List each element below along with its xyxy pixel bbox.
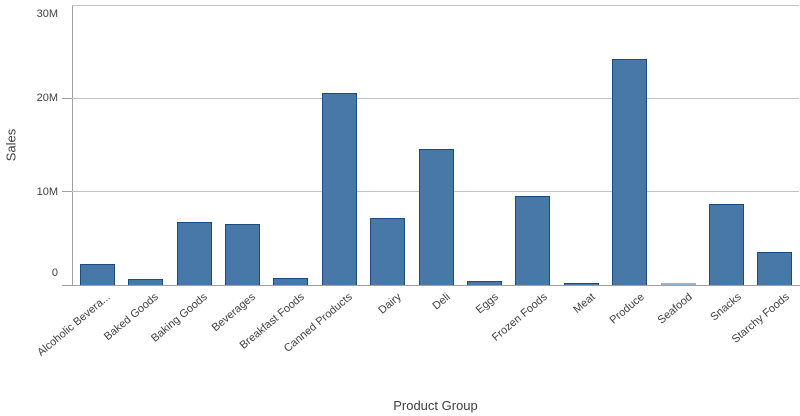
bar-frozen-foods[interactable] — [515, 196, 551, 285]
bar-seafood[interactable] — [660, 283, 696, 285]
bar-meat[interactable] — [563, 282, 599, 285]
bar-slot-baked-goods — [121, 5, 169, 285]
x-axis-label-frozen-foods: Frozen Foods — [489, 291, 550, 344]
bar-slot-breakfast-foods — [267, 5, 315, 285]
y-tick-mark-20m — [62, 97, 72, 99]
y-axis-line — [72, 5, 73, 285]
bar-produce[interactable] — [612, 59, 648, 285]
x-axis-label-seafood: Seafood — [655, 291, 695, 327]
bar-slot-frozen-foods — [509, 5, 557, 285]
y-tick-label-20m: 20M — [36, 92, 58, 105]
x-axis-label-baked-goods: Baked Goods — [102, 291, 162, 344]
bar-baking-goods[interactable] — [176, 221, 212, 285]
bar-slot-canned-products — [315, 5, 363, 285]
x-axis-label-produce: Produce — [607, 291, 647, 327]
bar-slot-alcoholic-bevera — [73, 5, 121, 285]
bar-slot-seafood — [654, 5, 702, 285]
bar-slot-starchy-foods — [751, 5, 799, 285]
bar-slot-dairy — [363, 5, 411, 285]
bar-alcoholic-bevera[interactable] — [79, 263, 115, 285]
x-axis-label-breakfast-foods: Breakfast Foods — [237, 291, 307, 352]
bar-slot-produce — [605, 5, 653, 285]
x-axis-label-deli: Deli — [429, 291, 453, 313]
x-axis-label-eggs: Eggs — [473, 291, 501, 317]
plot-area — [62, 5, 799, 285]
bar-eggs[interactable] — [466, 280, 502, 285]
bar-canned-products[interactable] — [321, 92, 357, 285]
bar-slot-beverages — [218, 5, 266, 285]
bar-beverages[interactable] — [224, 224, 260, 285]
gridline-20m — [72, 97, 799, 99]
x-axis-label-canned-products: Canned Products — [282, 291, 356, 355]
x-axis-label-baking-goods: Baking Goods — [148, 291, 210, 345]
gridline-30m — [72, 5, 799, 6]
bar-slot-eggs — [460, 5, 508, 285]
x-axis-label-starchy-foods: Starchy Foods — [729, 291, 792, 346]
y-tick-label-10m: 10M — [36, 185, 58, 198]
bar-deli[interactable] — [418, 148, 454, 285]
x-axis-label-meat: Meat — [571, 291, 598, 316]
y-tick-label-0: 0 — [51, 267, 58, 279]
bar-slot-snacks — [702, 5, 750, 285]
y-tick-mark-10m — [62, 191, 72, 193]
bar-slot-deli — [412, 5, 460, 285]
y-axis-title: Sales — [3, 128, 19, 162]
x-axis-title: Product Group — [393, 398, 478, 413]
bar-snacks[interactable] — [708, 203, 744, 285]
bar-slot-meat — [557, 5, 605, 285]
x-axis-label-snacks: Snacks — [708, 291, 744, 324]
x-axis-label-dairy: Dairy — [376, 291, 404, 317]
bar-starchy-foods[interactable] — [757, 252, 793, 285]
x-axis-label-alcoholic-bevera: Alcoholic Bevera... — [34, 291, 113, 359]
bar-dairy[interactable] — [370, 217, 406, 285]
x-axis-line — [62, 285, 800, 286]
bar-slot-baking-goods — [170, 5, 218, 285]
bar-breakfast-foods[interactable] — [273, 277, 309, 285]
x-axis-label-beverages: Beverages — [210, 291, 259, 334]
bar-baked-goods[interactable] — [128, 279, 164, 285]
bar-series — [73, 5, 799, 285]
y-tick-label-30m: 30M — [36, 8, 58, 20]
